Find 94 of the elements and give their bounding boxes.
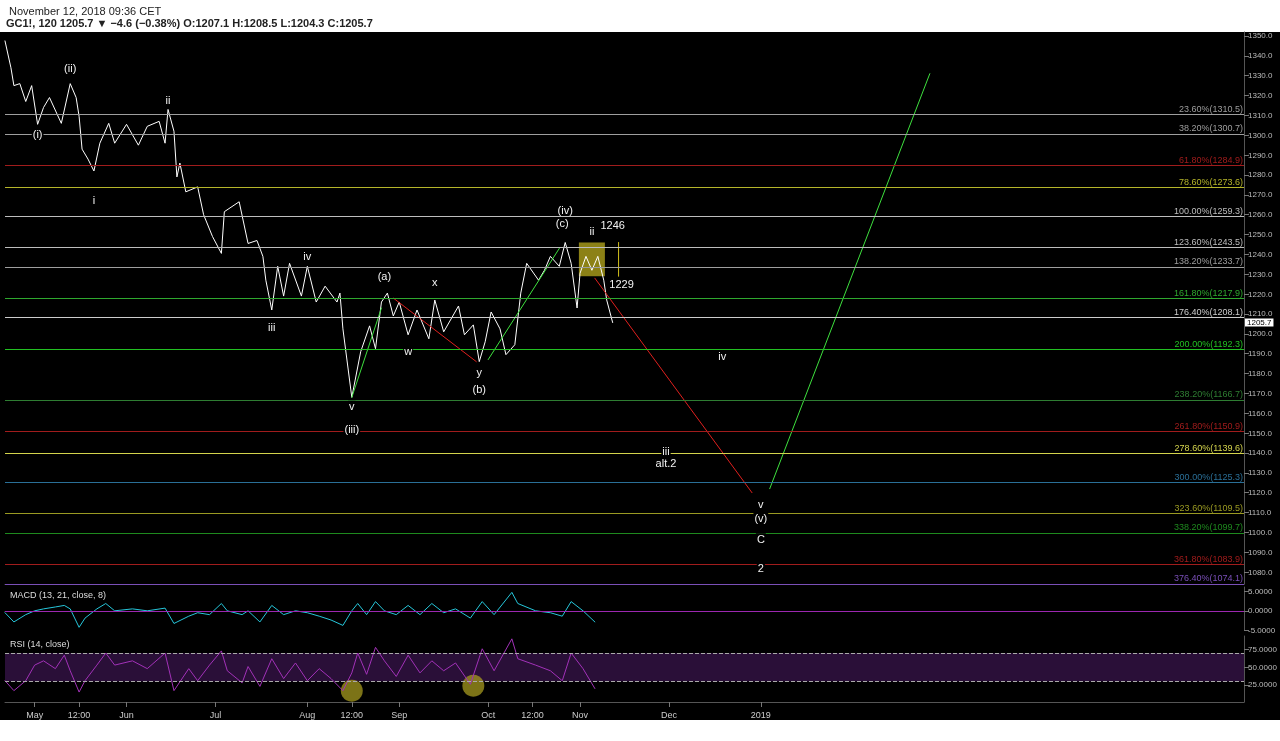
ref-line-label: 176.40%(1208.1) [1173,307,1243,318]
ref-line-label: 261.80%(1150.9) [1174,420,1243,431]
y-tick-label: 1170.0 [1248,388,1273,398]
ref-line-label: 100.00%(1259.3) [1173,205,1243,216]
annotation: i [92,193,96,206]
annotation: iv [718,349,727,362]
y-tick-label: 1280.0 [1248,170,1274,180]
x-tick-label: Dec [660,709,678,720]
y-tick-label: 50.0000 [1248,662,1278,672]
ref-line-label: 161.80%(1217.9) [1173,287,1243,298]
y-tick-label: 1220.0 [1248,289,1274,299]
ref-line-label: 278.60%(1139.6) [1174,443,1243,454]
annotation: (iii) [344,423,360,436]
y-tick-label: 1190.0 [1248,349,1273,359]
y-tick-label: 75.0000 [1248,644,1278,654]
x-tick-label: Jul [209,709,222,720]
annotation: y [476,365,483,378]
y-tick-label: 1140.0 [1248,448,1273,458]
x-tick-label: 12:00 [340,709,364,720]
annotation: 1229 [609,278,634,291]
x-tick-label: May [26,709,44,720]
annotation: (v) [754,512,768,525]
ref-line-label: 78.60%(1273.6) [1178,177,1243,188]
annotation: (b) [472,383,486,396]
y-tick-label: 1290.0 [1248,150,1274,160]
ref-line-label: 300.00%(1125.3) [1174,471,1243,482]
annotation: iii [662,444,670,457]
text: 1205.7 [1247,317,1273,327]
y-tick-label: 1080.0 [1248,567,1274,577]
ref-line-label: 376.40%(1074.1) [1173,573,1243,584]
y-tick-label: 1330.0 [1248,71,1274,81]
annotation: x [432,276,439,289]
annotation: (iv) [557,203,573,216]
x-tick-label: Jun [119,709,134,720]
annotation: C [756,532,765,545]
ref-line-label: 23.60%(1310.5) [1178,103,1243,114]
annotation: w [403,344,413,357]
x-tick-label: Sep [391,709,408,720]
annotation: alt.2 [655,457,677,470]
chart-title: RSI (14, close) [10,638,70,649]
y-tick-label: 1090.0 [1248,547,1274,557]
x-tick-label: 12:00 [67,709,91,720]
y-tick-label: 1120.0 [1248,488,1273,498]
annotation: ii [589,224,595,237]
x-tick-label: Oct [481,709,496,720]
chart-title: MACD (13, 21, close, 8) [10,589,107,600]
ref-line-label: 138.20%(1233.7) [1173,256,1243,267]
annotation: (c) [555,217,569,230]
annotation: (i) [32,128,43,141]
x-tick-label: Nov [572,709,589,720]
y-tick-label: 1150.0 [1248,428,1273,438]
annotation: iv [303,250,312,263]
x-tick-label: Aug [299,709,316,720]
annotation: ii [165,93,171,106]
annotation: v [349,400,356,413]
y-tick-label: 0.0000 [1248,606,1274,616]
y-tick-label: 1180.0 [1248,369,1273,379]
chart-title: GC1!, 120 1205.7 ▼ −4.6 (−0.38%) O:1207.1 H:1208.5 L:1204.3 C:1205.7 [6,16,373,29]
y-tick-label: 1250.0 [1248,230,1274,240]
annotation: 2 [757,562,764,575]
y-tick-label: 5.0000 [1248,587,1274,597]
y-tick-label: 1200.0 [1248,329,1274,339]
y-tick-label: 1300.0 [1248,130,1274,140]
y-tick-label: 1100.0 [1248,527,1273,537]
y-tick-label: 1270.0 [1248,190,1274,200]
y-tick-label: 1320.0 [1248,91,1274,101]
ref-line-label: 200.00%(1192.3) [1174,338,1243,349]
annotation: iii [268,320,276,333]
y-tick-label: 1240.0 [1248,249,1274,259]
y-tick-label: 1160.0 [1248,408,1273,418]
ref-line-label: 323.60%(1109.5) [1174,503,1243,514]
annotation: (a) [377,270,392,283]
y-tick-label: 1310.0 [1248,110,1274,120]
y-tick-label: 1260.0 [1248,210,1274,220]
ref-line-label: 338.20%(1099.7) [1173,522,1243,533]
ref-line-label: 238.20%(1166.7) [1174,389,1243,400]
annotation: 1246 [600,218,625,231]
y-tick-label: 1350.0 [1248,31,1274,41]
ref-line-label: 61.80%(1284.9) [1178,154,1243,165]
ref-line-label: 361.80%(1083.9) [1173,553,1243,564]
x-tick-label: 2019 [750,709,771,720]
x-tick-label: 12:00 [521,709,544,720]
annotation: v [758,497,765,510]
y-tick-label: 1130.0 [1248,468,1273,478]
chart-subtitle: November 12, 2018 09:36 CET [9,4,162,17]
y-tick-label: 1110.0 [1248,508,1272,518]
y-tick-label: 1210.0 [1248,309,1274,319]
y-tick-label: 1230.0 [1248,269,1274,279]
annotation: (ii) [64,61,77,74]
ref-line-label: 123.60%(1243.5) [1173,236,1243,247]
y-tick-label: -5.0000 [1248,625,1276,635]
ref-line-label: 38.20%(1300.7) [1178,123,1243,134]
y-tick-label: 1340.0 [1248,51,1274,61]
y-tick-label: 25.0000 [1248,680,1278,690]
